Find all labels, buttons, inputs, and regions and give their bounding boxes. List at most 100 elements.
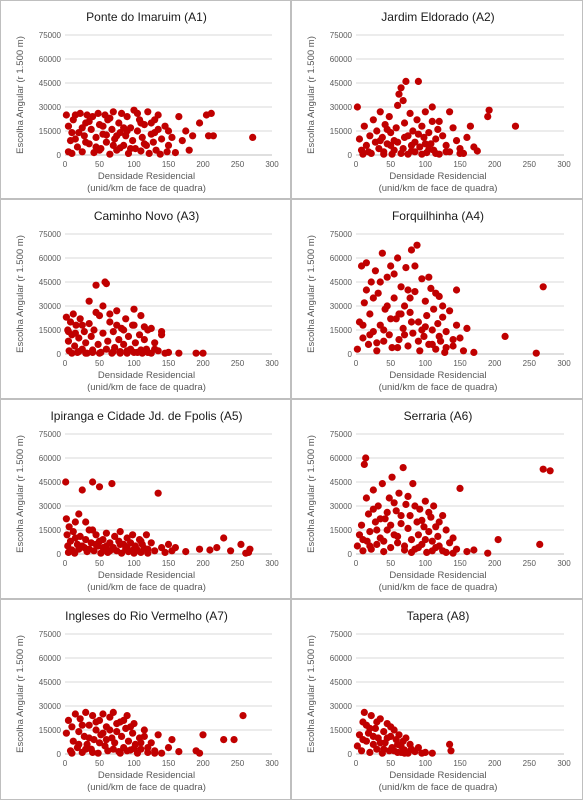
x-tick-label: 150 (162, 359, 176, 368)
data-point (418, 150, 426, 158)
data-point (168, 133, 176, 141)
data-point (64, 122, 73, 130)
data-point (120, 326, 128, 334)
data-point (414, 531, 422, 539)
x-axis-label-units: (unid/km de face de quadra) (379, 183, 498, 194)
data-point (72, 321, 80, 329)
data-point (376, 278, 384, 286)
data-point (413, 116, 421, 124)
data-point (397, 84, 405, 92)
data-point (362, 454, 370, 462)
data-point (140, 323, 148, 331)
data-point (71, 710, 79, 718)
data-point (359, 736, 367, 744)
data-point (154, 111, 162, 119)
data-point (171, 544, 179, 552)
data-point (249, 133, 257, 141)
data-point (99, 302, 107, 310)
x-tick-label: 250 (231, 359, 245, 368)
data-point (428, 547, 436, 555)
data-point (126, 723, 135, 731)
data-point (366, 310, 374, 318)
data-point (82, 349, 90, 357)
x-tick-label: 200 (488, 359, 502, 368)
data-point (452, 321, 461, 329)
data-point (388, 473, 396, 481)
data-point (456, 149, 464, 157)
data-point (106, 114, 114, 122)
data-point (62, 478, 70, 486)
data-point (359, 547, 367, 555)
x-tick-label: 200 (488, 160, 502, 169)
data-point (400, 331, 409, 339)
data-point (62, 111, 70, 119)
data-point (102, 138, 110, 146)
data-point (395, 731, 403, 739)
chart-panel: Ipiranga e Cidade Jd. de Fpolis (A5) 0 150… (0, 399, 291, 599)
data-point (387, 544, 395, 552)
data-point (123, 113, 131, 121)
data-point (137, 147, 145, 155)
y-tick-label: 60000 (330, 454, 353, 463)
data-point (158, 328, 166, 336)
data-point (182, 548, 190, 556)
data-point (99, 544, 107, 552)
data-point (439, 132, 447, 140)
x-tick-label: 100 (127, 759, 141, 768)
data-point (413, 241, 421, 249)
data-point (130, 348, 138, 356)
data-point (385, 494, 393, 502)
data-point (164, 348, 173, 356)
data-point (367, 278, 375, 286)
data-point (69, 528, 77, 536)
data-point (124, 737, 133, 745)
x-tick-label: 300 (557, 160, 571, 169)
x-tick-label: 250 (231, 759, 245, 768)
data-point (135, 331, 144, 339)
data-point (369, 505, 377, 513)
x-tick-label: 0 (63, 559, 68, 568)
data-point (82, 138, 90, 146)
data-point (394, 532, 402, 540)
data-point (92, 726, 100, 734)
data-point (428, 749, 436, 757)
data-point (164, 540, 173, 548)
data-point (85, 734, 93, 742)
data-point (414, 744, 422, 752)
y-axis-label: Escolha Angular (r 1.500 m) (306, 435, 317, 553)
data-point (387, 521, 395, 529)
chart-title: Tapera (A8) (407, 609, 470, 623)
data-point (133, 127, 142, 135)
data-point (378, 480, 386, 488)
y-axis-label: Escolha Angular (r 1.500 m) (15, 235, 26, 353)
data-point (366, 132, 374, 140)
data-point (68, 749, 76, 757)
data-point (78, 486, 86, 494)
x-tick-label: 100 (419, 559, 433, 568)
x-axis-label: Densidade Residencial (389, 770, 486, 781)
data-point (463, 133, 471, 141)
data-point (353, 345, 361, 353)
data-point (78, 321, 86, 329)
data-point (116, 349, 124, 357)
data-point (63, 531, 71, 539)
data-point (353, 542, 361, 550)
data-point (145, 149, 153, 157)
x-tick-label: 100 (419, 160, 433, 169)
data-point (129, 531, 137, 539)
y-axis-label: Escolha Angular (r 1.500 m) (306, 36, 317, 154)
data-point (158, 749, 166, 757)
data-point (195, 119, 204, 127)
data-point (414, 337, 422, 345)
data-point (442, 141, 450, 149)
data-point (421, 323, 429, 331)
data-point (115, 119, 123, 127)
data-point (95, 739, 104, 747)
data-point (123, 544, 131, 552)
data-point (144, 744, 152, 752)
data-point (151, 345, 159, 353)
data-point (364, 148, 373, 156)
data-point (62, 729, 70, 737)
data-point (130, 744, 138, 752)
